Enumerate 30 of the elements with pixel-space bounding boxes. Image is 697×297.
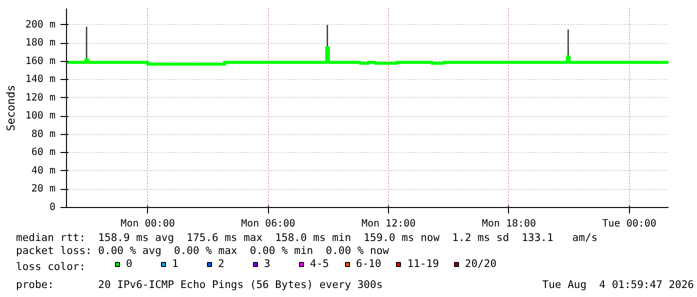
y-tick-label: 80 m: [31, 128, 56, 140]
legend-label: 3: [264, 258, 272, 270]
y-axis-title: Seconds: [4, 84, 18, 132]
y-tick-label: 100 m: [25, 110, 56, 122]
x-tick-label: Tue 00:00: [602, 218, 656, 230]
x-tick-label: Mon 12:00: [361, 218, 416, 230]
x-tick-label: Mon 06:00: [241, 218, 296, 230]
y-tick-label: 200 m: [25, 19, 56, 30]
x-tick-label: Mon 18:00: [482, 218, 536, 230]
legend-title: loss color:: [16, 260, 86, 274]
y-tick-label: 160 m: [25, 56, 56, 67]
y-tick-label: 20 m: [31, 184, 56, 195]
y-tick-label: 120 m: [25, 92, 56, 104]
y-tick-label: 140 m: [25, 74, 56, 86]
y-tick-label: 0: [49, 202, 56, 213]
legend-label: 11-19: [407, 258, 439, 270]
legend-label: 1: [172, 258, 180, 270]
legend-label: 6-10: [356, 258, 382, 270]
text: packet loss: 0.00 % avg 0.00 % max 0.00 % min 0.00 % now: [16, 245, 390, 258]
text: probe: 20 IPv6-ICMP Echo Pings (56 Bytes) every 300s: [16, 279, 383, 291]
y-tick-label: 180 m: [25, 38, 56, 49]
text: median rtt: 158.9 ms avg 175.6 ms max 158.0 ms min 159.0 ms now 1.2 ms sd 133.1 am/s: [16, 232, 599, 245]
y-tick-label: 60 m: [31, 147, 56, 158]
legend-label: 0: [126, 258, 134, 270]
legend-label: 20/20: [464, 258, 497, 270]
legend-label: 2: [218, 258, 226, 270]
legend-label: 4-5: [310, 258, 330, 270]
text: Tue Aug 4 01:59:47 2026: [542, 279, 694, 292]
x-tick-label: Mon 00:00: [120, 218, 175, 230]
y-tick-label: 40 m: [31, 165, 56, 176]
